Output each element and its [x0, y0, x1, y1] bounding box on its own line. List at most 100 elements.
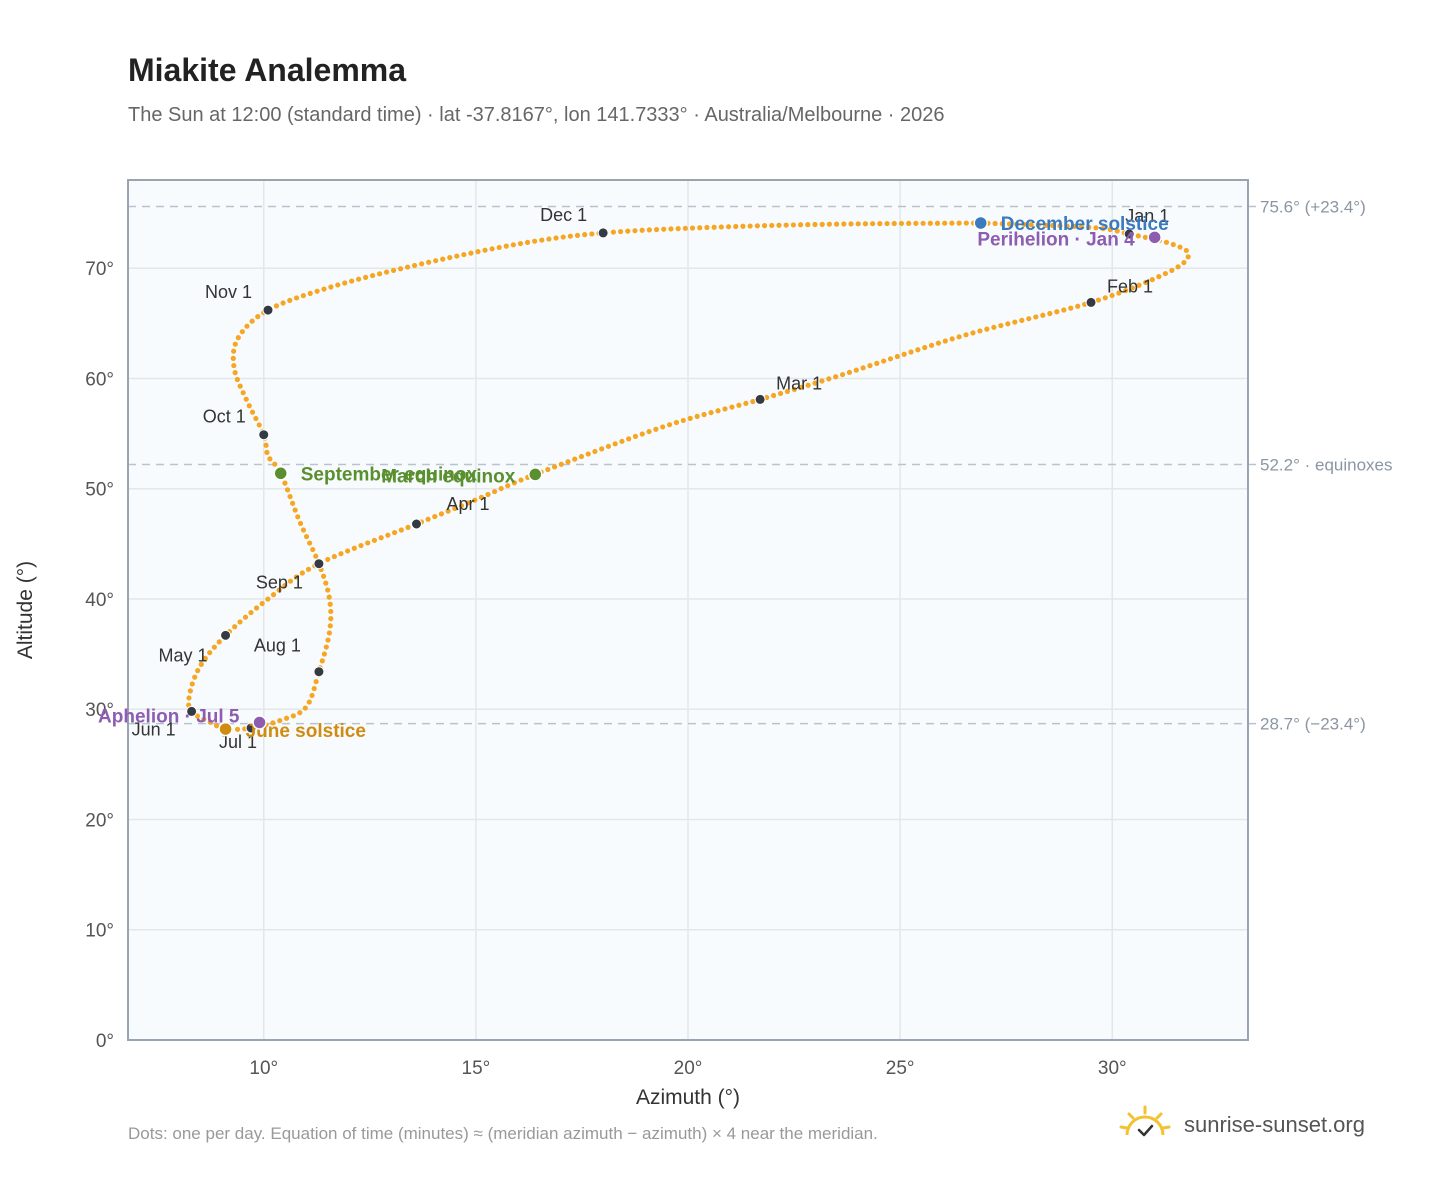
daily-dot — [345, 548, 351, 554]
daily-dot — [282, 480, 288, 486]
daily-dot — [246, 403, 252, 409]
daily-dot — [187, 688, 193, 694]
daily-dot — [998, 322, 1004, 329]
daily-dot — [1042, 222, 1049, 228]
daily-dot — [673, 419, 680, 426]
daily-dot — [327, 601, 333, 607]
daily-dot — [433, 258, 439, 264]
daily-dot — [626, 436, 632, 442]
daily-dot — [284, 487, 291, 493]
daily-dot — [791, 386, 797, 392]
daily-dot — [805, 382, 811, 388]
daily-dot — [365, 540, 371, 546]
y-axis-label: Altitude (°) — [14, 561, 37, 659]
daily-dot — [524, 239, 531, 245]
daily-dot — [244, 323, 250, 329]
daily-dot — [1033, 314, 1039, 320]
daily-dot — [325, 556, 331, 563]
daily-dot — [517, 240, 524, 247]
daily-dot — [797, 222, 804, 228]
daily-dot — [267, 456, 273, 462]
daily-dot — [445, 508, 451, 514]
event-marker-december-solstice — [973, 215, 988, 231]
daily-dot — [812, 221, 818, 228]
daily-dot — [303, 533, 310, 540]
daily-dot — [323, 580, 329, 586]
daily-dot — [1014, 221, 1020, 227]
daily-dots — [186, 220, 1191, 733]
daily-dot — [378, 535, 384, 541]
daily-dot — [376, 271, 383, 277]
daily-dot — [482, 247, 488, 253]
daily-dot — [302, 705, 308, 711]
daily-dot — [704, 224, 710, 231]
daily-dot — [632, 433, 639, 440]
daily-dot — [320, 573, 327, 579]
daily-dot — [319, 658, 325, 664]
daily-dot — [240, 390, 246, 396]
daily-dot — [682, 225, 688, 231]
daily-dot — [545, 466, 551, 473]
daily-dot — [639, 227, 645, 233]
daily-dot — [287, 493, 293, 500]
month-label-apr-1: Apr 1 — [446, 494, 489, 514]
daily-dot — [949, 336, 955, 342]
daily-dot — [826, 376, 832, 382]
daily-dot — [216, 639, 222, 645]
daily-dot — [1123, 287, 1129, 294]
reference-line-label: 28.7° (−23.4°) — [1260, 715, 1366, 734]
daily-dot — [833, 374, 839, 380]
daily-dot — [253, 415, 259, 422]
daily-dot — [1102, 295, 1108, 301]
reference-line-label: 75.6° (+23.4°) — [1260, 197, 1366, 216]
footnote: Dots: one per day. Equation of time (min… — [128, 1124, 878, 1143]
daily-dot — [666, 422, 673, 428]
daily-dot — [371, 537, 378, 543]
event-marker-march-equinox — [528, 467, 543, 482]
daily-dot — [1086, 224, 1092, 230]
daily-dot — [277, 718, 283, 724]
daily-dot — [877, 221, 883, 227]
daily-dot — [404, 264, 411, 270]
daily-dot — [1019, 317, 1025, 323]
y-tick-label: 20° — [85, 810, 114, 831]
y-tick-label: 50° — [85, 480, 114, 501]
daily-dot — [249, 318, 255, 324]
daily-dot — [1064, 223, 1070, 229]
daily-dot — [1028, 222, 1034, 228]
daily-dot — [503, 243, 509, 249]
daily-dot — [826, 221, 833, 227]
daily-dot — [273, 303, 280, 309]
daily-dot — [942, 220, 948, 226]
daily-dot — [942, 338, 948, 344]
daily-dot — [617, 228, 624, 235]
daily-dot — [1136, 282, 1142, 288]
daily-dot — [328, 284, 334, 290]
daily-dot — [321, 286, 327, 292]
daily-dot — [362, 274, 369, 280]
daily-dot — [295, 514, 301, 520]
daily-dot — [1129, 285, 1135, 291]
daily-dot — [867, 363, 873, 369]
daily-dot — [722, 406, 728, 412]
daily-dot — [485, 491, 491, 498]
daily-dot — [660, 424, 666, 430]
daily-dot — [694, 413, 700, 420]
daily-dot — [725, 224, 732, 230]
daily-dot — [915, 347, 921, 353]
daily-dot — [475, 249, 481, 255]
event-marker-aphelion-jul-5 — [252, 715, 267, 730]
brand[interactable]: sunrise-sunset.org — [1118, 1100, 1365, 1150]
daily-dot — [325, 587, 331, 593]
daily-dot — [265, 596, 271, 602]
daily-dot — [1185, 254, 1191, 260]
daily-dot — [232, 341, 238, 347]
daily-dot — [653, 226, 660, 233]
daily-dot — [505, 483, 511, 489]
daily-dot — [999, 221, 1005, 227]
y-tick-label: 10° — [85, 921, 114, 942]
daily-dot — [234, 726, 241, 732]
daily-dot — [1061, 307, 1067, 313]
daily-dot — [335, 282, 341, 288]
daily-dot — [231, 362, 237, 369]
